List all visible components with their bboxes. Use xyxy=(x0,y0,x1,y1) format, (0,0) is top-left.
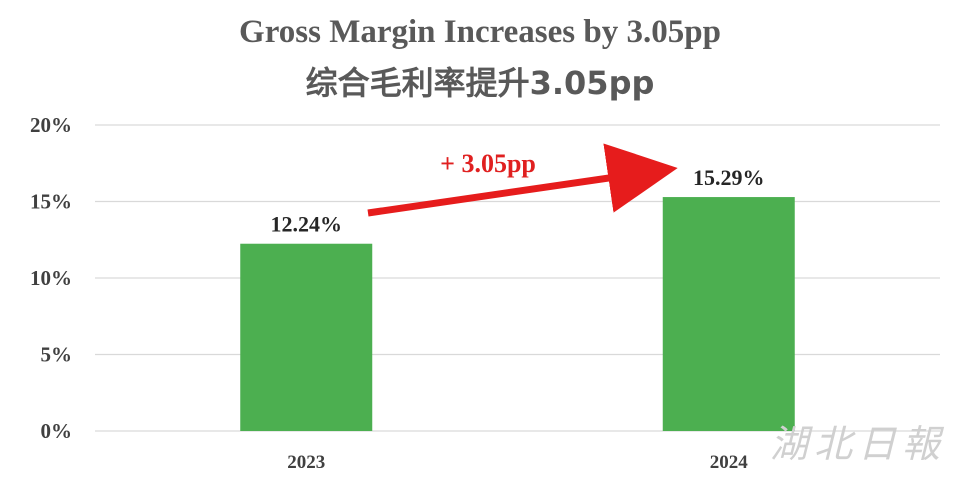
y-tick-label: 10% xyxy=(30,266,72,290)
y-tick-label: 5% xyxy=(41,343,73,367)
chart-subtitle: 综合毛利率提升3.05pp xyxy=(305,64,655,102)
y-tick-label: 15% xyxy=(30,190,72,214)
x-tick-label: 2024 xyxy=(710,452,749,473)
x-tick-label: 2023 xyxy=(287,452,325,473)
bar-2023 xyxy=(240,243,373,431)
increase-annotation: + 3.05pp xyxy=(440,149,536,178)
data-label-2023: 12.24% xyxy=(271,212,343,237)
increase-arrow xyxy=(367,143,678,217)
y-tick-label: 20% xyxy=(30,113,72,137)
data-label-2024: 15.29% xyxy=(693,165,765,190)
chart-title: Gross Margin Increases by 3.05pp xyxy=(239,14,721,50)
watermark: 湖北日報 xyxy=(769,422,946,466)
bar-2024 xyxy=(662,197,795,431)
y-tick-label: 0% xyxy=(41,419,73,443)
